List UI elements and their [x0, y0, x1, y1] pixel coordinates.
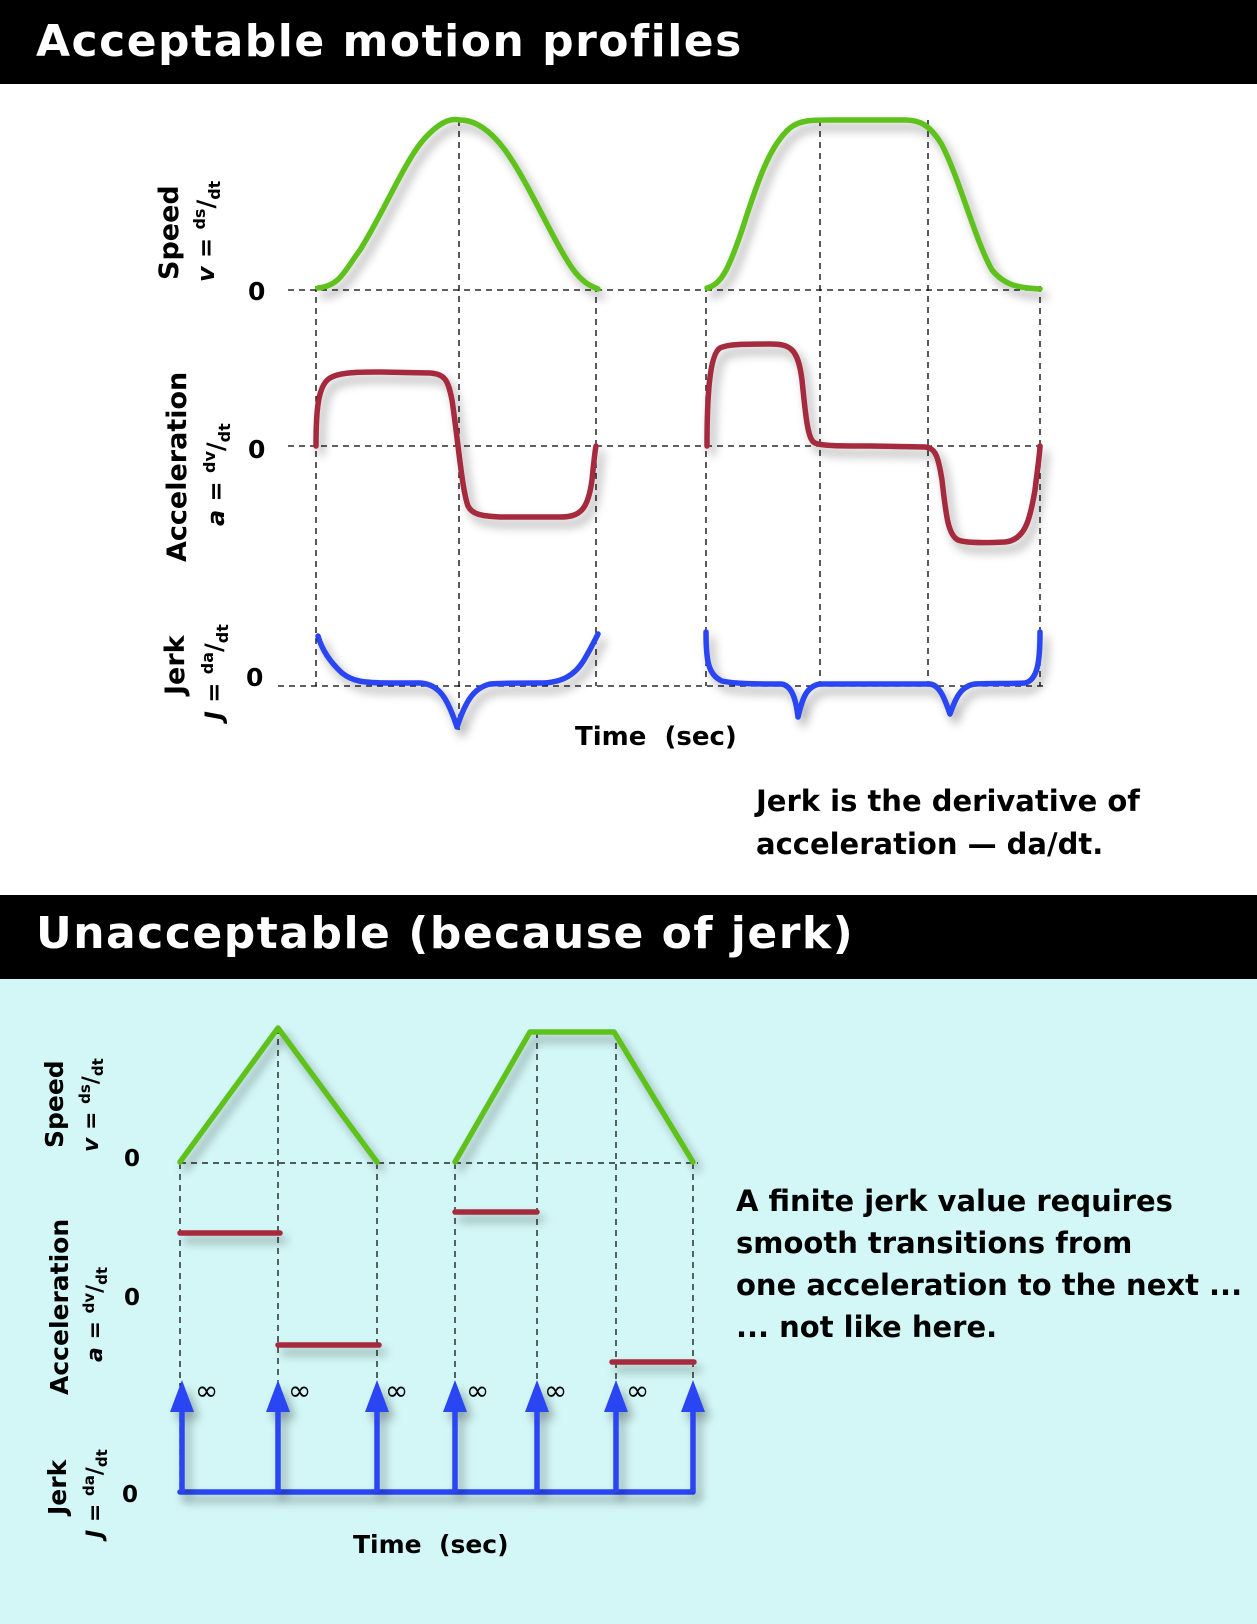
finite-jerk-line-1: A finite jerk value requires	[736, 1184, 1173, 1218]
top-axis-labels: Speed v = ds/dt 0 Acceleration a = dv/dt…	[154, 180, 737, 752]
bottom-zero-acceleration: 0	[124, 1285, 140, 1311]
impulse-arrow-5	[525, 1380, 549, 1492]
bottom-speed-label: Speed	[40, 1060, 69, 1148]
finite-jerk-line-2: smooth transitions from	[736, 1226, 1133, 1260]
top-jerk-label: Jerk	[160, 634, 191, 697]
top-curves	[313, 116, 1043, 730]
impulse-arrow-7	[681, 1380, 705, 1492]
infinity-label-1: ∞	[195, 1374, 218, 1407]
finite-jerk-note: A finite jerk value requires smooth tran…	[736, 1180, 1242, 1348]
top-zero-jerk: 0	[246, 663, 263, 692]
bottom-curves	[177, 1025, 697, 1495]
bottom-right-speed-trapezoid	[452, 1029, 696, 1165]
bottom-acceleration-label: Acceleration	[45, 1219, 74, 1395]
top-right-speed-curve	[704, 117, 1043, 292]
infinity-label-4: ∞	[466, 1374, 489, 1407]
infinity-label-5: ∞	[544, 1374, 567, 1407]
bottom-jerk-label: Jerk	[43, 1458, 72, 1517]
finite-jerk-line-3: one acceleration to the next ...	[736, 1268, 1243, 1302]
top-speed-formula: v = ds/dt	[190, 180, 224, 282]
top-left-speed-curve	[315, 116, 601, 292]
infinity-label-2: ∞	[288, 1374, 311, 1407]
top-guides	[278, 120, 1045, 730]
impulse-arrow-3	[365, 1380, 389, 1492]
impulse-arrow-1	[170, 1380, 194, 1492]
impulse-arrow-2	[266, 1380, 290, 1492]
acceptable-banner: Acceptable motion profiles	[0, 0, 1257, 84]
top-acceleration-label: Acceleration	[162, 372, 193, 562]
bottom-jerk-formula: J = da/dt	[80, 1449, 111, 1542]
acceptable-title: Acceptable motion profiles	[36, 16, 743, 67]
top-left-jerk-curve	[315, 631, 601, 730]
jerk-impulse-arrows	[170, 1380, 705, 1492]
unacceptable-panel	[0, 979, 1257, 1624]
finite-jerk-line-4: ... not like here.	[736, 1310, 998, 1344]
top-acceleration-formula: a = dv/dt	[200, 423, 234, 526]
jerk-definition-line-1: Jerk is the derivative of	[756, 784, 1140, 818]
bottom-time-label: Time (sec)	[353, 1530, 509, 1559]
bottom-left-speed-triangle	[177, 1025, 380, 1165]
top-time-label: Time (sec)	[575, 722, 737, 752]
top-right-jerk-curve	[703, 629, 1043, 720]
bottom-speed-formula: v = ds/dt	[76, 1058, 107, 1152]
infinity-labels: ∞ ∞ ∞ ∞ ∞ ∞	[195, 1374, 649, 1407]
infinity-label-6: ∞	[626, 1374, 649, 1407]
impulse-arrow-4	[443, 1380, 467, 1492]
impulse-arrow-6	[604, 1380, 628, 1492]
unacceptable-banner: Unacceptable (because of jerk)	[0, 895, 1257, 979]
top-right-acceleration-curve	[704, 341, 1043, 546]
bottom-zero-jerk: 0	[122, 1482, 138, 1508]
infinity-label-3: ∞	[385, 1374, 408, 1407]
bottom-axis-labels: Speed v = ds/dt 0 Acceleration a = dv/dt…	[40, 1058, 509, 1559]
bottom-zero-speed: 0	[124, 1146, 140, 1172]
jerk-definition-line-2: acceleration — da/dt.	[756, 827, 1104, 861]
bottom-guides	[179, 1028, 698, 1490]
top-jerk-formula: J = da/dt	[198, 624, 232, 724]
top-speed-label: Speed	[154, 185, 185, 280]
top-zero-acceleration: 0	[248, 435, 265, 464]
jerk-definition-note: Jerk is the derivative of acceleration —…	[756, 780, 1140, 866]
unacceptable-title: Unacceptable (because of jerk)	[36, 908, 855, 959]
top-zero-speed: 0	[248, 277, 265, 306]
top-left-acceleration-curve	[313, 369, 599, 520]
bottom-acceleration-formula: a = dv/dt	[80, 1267, 111, 1362]
